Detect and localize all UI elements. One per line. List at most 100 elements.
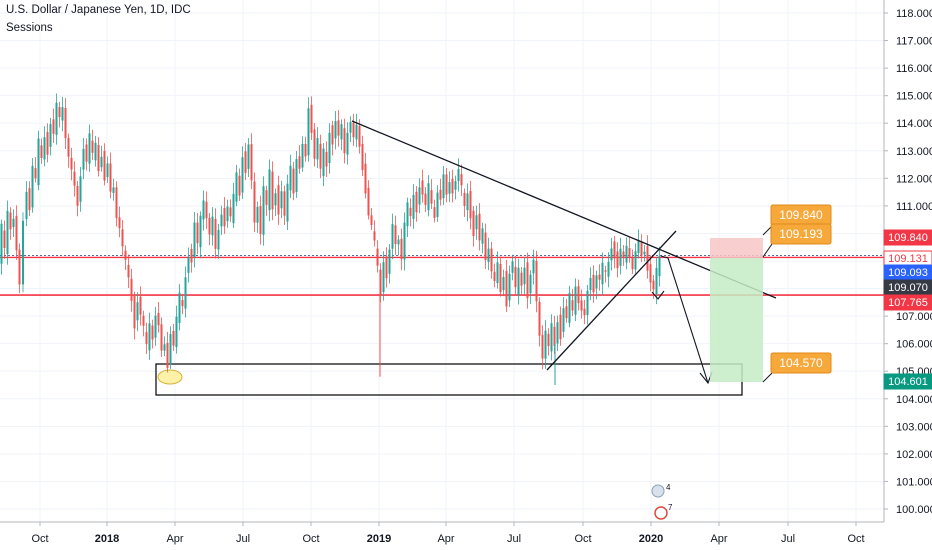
y-tick-label: 102.000 xyxy=(896,449,932,461)
candle-body xyxy=(385,256,388,279)
earnings-event-icon xyxy=(654,506,668,520)
candle-body xyxy=(355,124,358,140)
candle-body xyxy=(145,332,148,344)
candle-body xyxy=(190,248,193,263)
price-tag-text: 104.601 xyxy=(888,376,928,388)
candle-body xyxy=(229,207,232,217)
candle-body xyxy=(652,280,655,290)
candle-body xyxy=(193,222,196,257)
candle-body xyxy=(427,183,430,211)
candle-body xyxy=(475,215,478,230)
candle-body xyxy=(433,207,436,218)
candle-body xyxy=(538,301,541,336)
candle-body xyxy=(607,261,610,277)
candle-body xyxy=(253,181,256,223)
candle-body xyxy=(601,262,604,285)
candle-body xyxy=(553,326,556,346)
candle-body xyxy=(79,176,82,202)
candle-body xyxy=(181,299,184,307)
candle-body xyxy=(361,143,364,171)
candle-body xyxy=(115,187,118,219)
candle-body xyxy=(91,140,94,153)
candle-body xyxy=(208,217,211,235)
candle-body xyxy=(157,312,160,326)
candle-body xyxy=(373,231,376,241)
price-tags: 109.840 109.131 109.093 109.070 107.765 104.6… xyxy=(883,229,932,390)
candle-body xyxy=(505,271,508,307)
y-tick-label: 107.000 xyxy=(896,311,932,323)
candle-body xyxy=(103,150,106,181)
price-tag xyxy=(883,294,932,311)
candle-body xyxy=(106,163,109,178)
candle-body xyxy=(523,267,526,285)
candle-body xyxy=(49,124,52,147)
candle-body xyxy=(460,174,463,186)
chart-title: U.S. Dollar / Japanese Yen, 1D, IDC xyxy=(6,4,191,16)
x-tick-label: Oct xyxy=(31,533,48,545)
candle-body xyxy=(388,249,391,274)
event-markers[interactable]: 4 7 xyxy=(651,483,673,520)
candle-body xyxy=(352,122,355,138)
candle-body xyxy=(196,222,199,244)
candle-body xyxy=(580,300,583,311)
candle-body xyxy=(328,132,331,164)
highlight-ellipse[interactable] xyxy=(157,369,183,385)
candle-body xyxy=(175,316,178,348)
candle-body xyxy=(502,277,505,291)
y-tick-label: 101.000 xyxy=(896,476,932,488)
stop-price-text: 109.840 xyxy=(779,208,823,222)
candle-body xyxy=(574,286,577,315)
candle-body xyxy=(376,248,379,266)
candle-body xyxy=(499,263,502,293)
candle-body xyxy=(415,191,418,213)
x-tick-label: Oct xyxy=(574,533,591,545)
candle-body xyxy=(478,213,481,241)
price-candles xyxy=(0,93,661,385)
candle-body xyxy=(649,264,652,283)
candle-body xyxy=(520,272,523,286)
x-tick-label: 2019 xyxy=(367,533,391,545)
price-tag xyxy=(883,229,932,246)
candle-body xyxy=(310,104,313,133)
candle-body xyxy=(550,323,553,352)
y-tick-label: 112.000 xyxy=(896,173,932,185)
x-tick-label: 2018 xyxy=(95,533,119,545)
candle-body xyxy=(130,278,133,301)
entry-price-tag xyxy=(770,223,832,245)
candle-body xyxy=(430,190,433,204)
candle-body xyxy=(3,230,6,248)
candle-body xyxy=(166,342,169,368)
candle-body xyxy=(658,256,661,277)
candle-body xyxy=(82,148,85,170)
candle-body xyxy=(262,186,265,235)
candle-body xyxy=(184,277,187,309)
candle-body xyxy=(535,260,538,302)
candle-body xyxy=(283,191,286,216)
candle-body xyxy=(205,201,208,219)
candle-body xyxy=(556,322,559,344)
candle-body xyxy=(577,286,580,304)
candle-body xyxy=(391,224,394,249)
candle-body xyxy=(346,132,349,155)
candle-body xyxy=(217,229,220,250)
candle-body xyxy=(631,256,634,270)
candle-body xyxy=(508,273,511,301)
trend-drawings[interactable] xyxy=(351,120,777,385)
candle-body xyxy=(214,218,217,249)
candle-body xyxy=(418,187,421,205)
candle-body xyxy=(493,271,496,281)
candle-body xyxy=(304,144,307,157)
candle-body xyxy=(61,107,64,121)
candle-body xyxy=(151,325,154,340)
candle-body xyxy=(274,193,277,206)
candle-body xyxy=(322,148,325,177)
candle-body xyxy=(247,144,250,169)
short-position-tool[interactable]: 109.840 109.193 104.570 xyxy=(710,204,832,383)
candle-body xyxy=(490,248,493,272)
y-tick-label: 104.000 xyxy=(896,394,932,406)
candle-body xyxy=(289,165,292,191)
candle-body xyxy=(37,138,40,186)
candle-body xyxy=(97,145,100,172)
candle-body xyxy=(292,168,295,194)
